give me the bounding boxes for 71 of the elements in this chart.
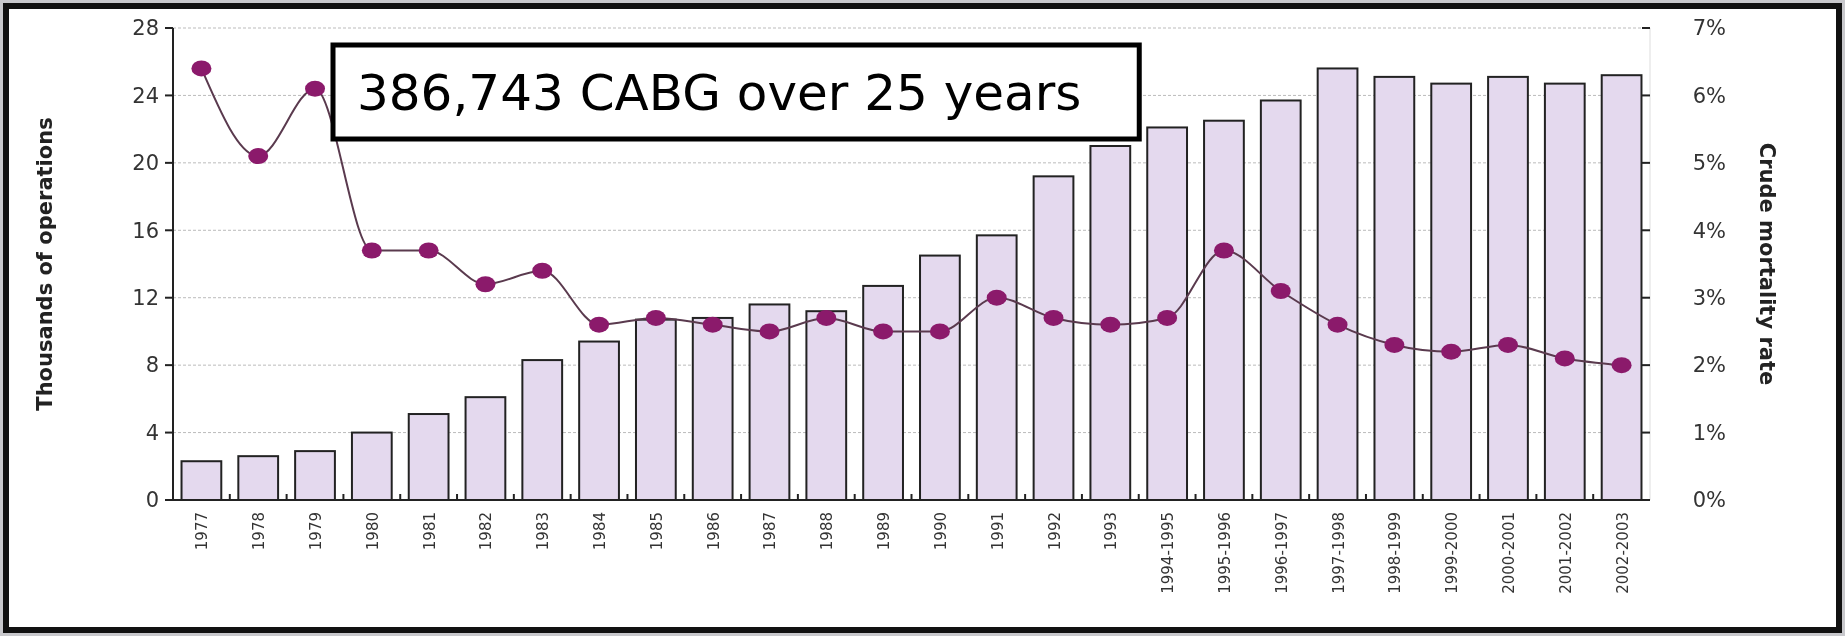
y2-tick-label: 5% — [1692, 151, 1726, 176]
point — [1327, 316, 1348, 333]
point — [1441, 343, 1462, 360]
x-tick-label: 1987 — [761, 512, 780, 551]
x-tick-label: 1993 — [1102, 512, 1121, 551]
point — [816, 309, 837, 326]
x-tick-label: 1977 — [193, 512, 212, 551]
x-tick-label: 1988 — [818, 512, 837, 551]
y-axis-title: Thousands of operations — [33, 117, 57, 411]
x-tick-label: 1994-1995 — [1159, 512, 1178, 594]
point — [1043, 309, 1064, 326]
point — [873, 323, 894, 340]
x-tick-label: 1991 — [988, 512, 1007, 551]
y-tick-label: 4 — [145, 420, 159, 445]
y2-tick-label: 7% — [1692, 16, 1726, 41]
point — [759, 323, 780, 340]
y2-tick-label: 0% — [1692, 488, 1726, 513]
point — [702, 316, 723, 333]
y2-tick-label: 2% — [1692, 353, 1726, 378]
point — [589, 316, 610, 333]
point — [1270, 282, 1291, 299]
point — [191, 60, 212, 77]
point — [929, 323, 950, 340]
point — [1157, 309, 1178, 326]
x-tick-label: 1981 — [420, 512, 439, 551]
point — [1554, 350, 1575, 367]
point — [418, 242, 439, 259]
x-tick-label: 2002-2003 — [1613, 512, 1632, 594]
y-tick-label: 16 — [132, 218, 159, 243]
x-tick-label: 1986 — [704, 512, 723, 551]
point — [986, 289, 1007, 306]
point — [1213, 242, 1234, 259]
x-tick-label: 1990 — [931, 512, 950, 551]
y2-tick-label: 1% — [1692, 420, 1726, 445]
y-tick-label: 20 — [132, 151, 159, 176]
x-tick-label: 1983 — [534, 512, 553, 551]
point — [532, 262, 553, 279]
x-tick-label: 1997-1998 — [1329, 512, 1348, 594]
y-tick-label: 8 — [145, 353, 159, 378]
y-tick-label: 0 — [145, 488, 159, 513]
y-tick-label: 24 — [132, 83, 159, 108]
y-tick-label: 12 — [132, 286, 159, 311]
point — [645, 309, 666, 326]
point — [248, 148, 269, 165]
point — [475, 276, 496, 293]
point — [1100, 316, 1121, 333]
annotation: 386,743 CABG over 25 years — [357, 63, 1082, 122]
y-tick-label: 28 — [132, 16, 159, 41]
y2-axis-title: Crude mortality rate — [1755, 142, 1779, 386]
x-tick-label: 1998-1999 — [1386, 512, 1405, 594]
x-tick-label: 1984 — [591, 512, 610, 551]
x-tick-label: 1985 — [647, 512, 666, 551]
x-tick-label: 1999-2000 — [1443, 512, 1462, 594]
x-tick-label: 1996-1997 — [1272, 512, 1291, 594]
x-tick-label: 2000-2001 — [1499, 512, 1518, 594]
y2-tick-label: 6% — [1692, 83, 1726, 108]
x-tick-label: 1979 — [307, 512, 326, 551]
y2-tick-label: 4% — [1692, 218, 1726, 243]
point — [305, 80, 326, 97]
point — [361, 242, 382, 259]
point — [1611, 357, 1632, 374]
x-tick-label: 1992 — [1045, 512, 1064, 551]
x-tick-label: 1978 — [250, 512, 269, 551]
x-tick-label: 1980 — [363, 512, 382, 551]
x-tick-label: 1995-1996 — [1215, 512, 1234, 594]
x-tick-label: 1982 — [477, 512, 496, 551]
y2-tick-label: 3% — [1692, 286, 1726, 311]
x-tick-label: 1989 — [875, 512, 894, 551]
point — [1497, 336, 1518, 353]
point — [1384, 336, 1405, 353]
x-tick-label: 2001-2002 — [1556, 512, 1575, 594]
